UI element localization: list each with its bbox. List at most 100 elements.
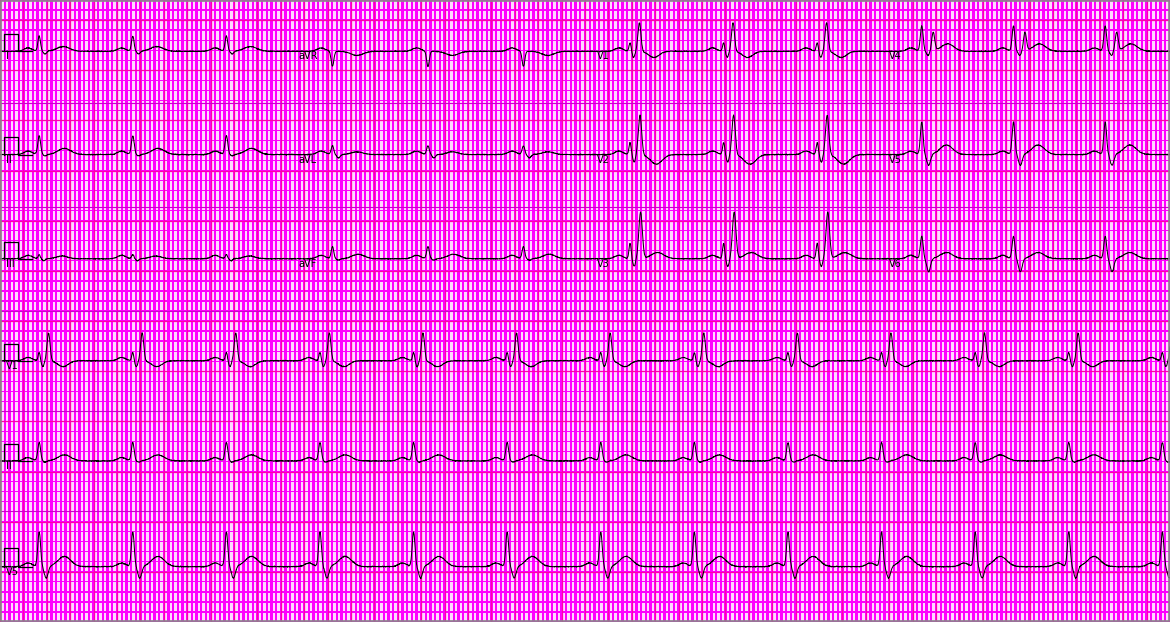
Bar xyxy=(20,181,22,190)
Bar xyxy=(890,251,893,260)
Bar xyxy=(586,412,589,420)
Bar xyxy=(413,91,415,100)
Bar xyxy=(81,41,83,50)
Bar xyxy=(104,131,106,140)
Bar xyxy=(376,41,378,50)
Bar xyxy=(81,101,83,109)
Bar xyxy=(90,221,92,230)
Bar xyxy=(979,151,982,160)
Bar xyxy=(628,362,631,371)
Bar xyxy=(1059,21,1061,29)
Bar xyxy=(563,51,565,60)
Bar xyxy=(34,202,36,210)
Bar xyxy=(67,432,69,441)
Bar xyxy=(230,572,233,581)
Bar xyxy=(287,402,289,411)
Bar xyxy=(530,121,532,130)
Bar xyxy=(998,582,1000,592)
Bar xyxy=(123,11,125,19)
Bar xyxy=(563,472,565,481)
Bar xyxy=(1040,332,1042,340)
Bar xyxy=(20,452,22,461)
Bar xyxy=(436,221,439,230)
Bar xyxy=(830,161,832,170)
Bar xyxy=(656,352,659,361)
Bar xyxy=(90,41,92,50)
Bar xyxy=(34,151,36,160)
Bar xyxy=(563,251,565,260)
Bar xyxy=(474,202,476,210)
Bar xyxy=(460,302,462,310)
Bar xyxy=(722,151,724,160)
Bar xyxy=(862,422,865,431)
Bar xyxy=(773,462,776,471)
Bar xyxy=(81,81,83,90)
Bar xyxy=(380,181,383,190)
Bar xyxy=(170,332,172,340)
Bar xyxy=(67,392,69,401)
Bar xyxy=(521,11,523,19)
Bar xyxy=(315,412,317,420)
Bar xyxy=(352,231,355,240)
Bar xyxy=(1068,61,1071,70)
Bar xyxy=(296,11,298,19)
Bar xyxy=(830,191,832,200)
Bar xyxy=(970,241,972,250)
Bar xyxy=(642,221,645,230)
Bar xyxy=(1012,151,1014,160)
Bar xyxy=(755,131,757,140)
Bar xyxy=(970,492,972,501)
Bar xyxy=(741,322,743,330)
Bar xyxy=(469,91,472,100)
Bar xyxy=(1166,582,1169,592)
Bar xyxy=(408,422,411,431)
Bar xyxy=(937,513,940,521)
Bar xyxy=(984,432,986,441)
Bar xyxy=(352,613,355,621)
Bar xyxy=(146,282,149,290)
Bar xyxy=(825,261,827,270)
Bar xyxy=(1082,292,1085,300)
Bar xyxy=(146,593,149,601)
Bar xyxy=(202,582,205,592)
Bar xyxy=(1092,312,1094,320)
Bar xyxy=(474,572,476,581)
Bar xyxy=(895,211,897,220)
Bar xyxy=(811,121,813,130)
Bar xyxy=(1148,572,1150,581)
Bar xyxy=(464,562,467,571)
Bar xyxy=(1003,502,1005,511)
Bar xyxy=(769,211,771,220)
Bar xyxy=(914,51,916,60)
Bar xyxy=(1082,141,1085,150)
Bar xyxy=(1120,341,1122,351)
Bar xyxy=(984,572,986,581)
Bar xyxy=(717,171,720,180)
Bar xyxy=(450,382,453,391)
Bar xyxy=(25,141,27,150)
Bar xyxy=(85,402,88,411)
Bar xyxy=(563,562,565,571)
Bar xyxy=(1092,141,1094,150)
Bar xyxy=(479,202,481,210)
Bar xyxy=(932,261,935,270)
Bar xyxy=(259,552,261,561)
Bar xyxy=(85,582,88,592)
Bar xyxy=(1073,352,1075,361)
Bar xyxy=(259,332,261,340)
Bar xyxy=(797,61,799,70)
Bar xyxy=(20,312,22,320)
Bar xyxy=(137,151,139,160)
Bar xyxy=(801,542,804,551)
Bar xyxy=(460,542,462,551)
Bar xyxy=(483,341,486,351)
Bar xyxy=(497,322,500,330)
Bar xyxy=(666,412,668,420)
Bar xyxy=(376,141,378,150)
Bar xyxy=(806,312,808,320)
Bar xyxy=(530,141,532,150)
Bar xyxy=(539,161,542,170)
Bar xyxy=(1124,472,1127,481)
Bar xyxy=(886,613,888,621)
Bar xyxy=(315,221,317,230)
